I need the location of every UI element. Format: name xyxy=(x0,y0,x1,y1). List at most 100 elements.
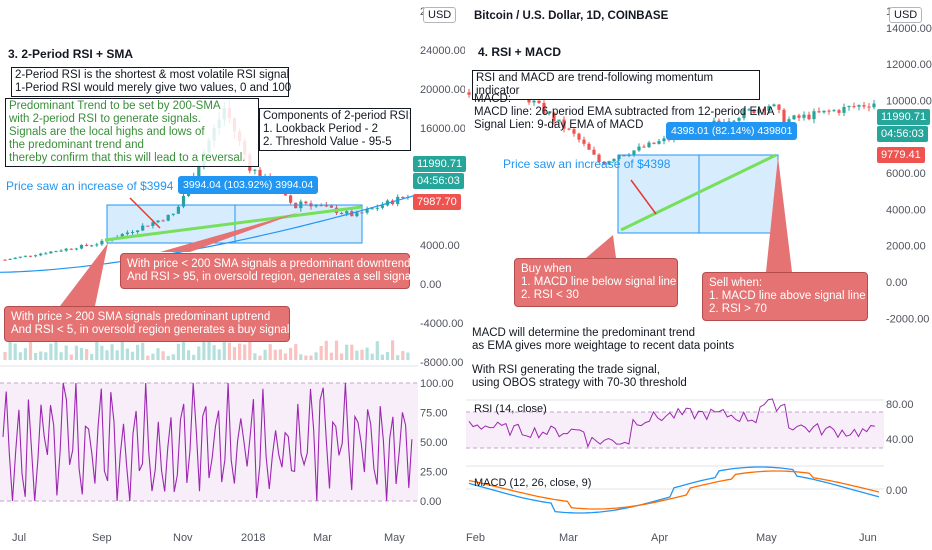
volume-bar xyxy=(355,350,359,360)
volume-bar xyxy=(222,341,226,360)
volume-bar xyxy=(375,341,379,360)
price-candle xyxy=(602,162,606,165)
price-axis-tick: 20000.00 xyxy=(420,84,465,96)
volume-bar xyxy=(391,340,395,360)
price-candle xyxy=(74,248,78,250)
price-candle xyxy=(712,120,716,123)
volume-bar xyxy=(309,355,313,360)
price-candle xyxy=(69,248,73,250)
price-axis-tick: -2000.00 xyxy=(886,313,929,325)
price-candle xyxy=(136,230,140,232)
volume-bar xyxy=(59,352,63,360)
price-candle xyxy=(822,110,826,113)
rsi-band xyxy=(466,412,884,448)
right-chart-panel: 1816000.0014000.0012000.0010000.008000.0… xyxy=(466,0,932,550)
price-candle xyxy=(90,245,94,247)
volume-bar xyxy=(380,354,384,360)
right-symbol-title: Bitcoin / U.S. Dollar, 1D, COINBASE xyxy=(474,10,669,22)
volume-bar xyxy=(243,344,247,360)
right-price-tag-last: 11990.71 xyxy=(877,109,931,125)
volume-bar xyxy=(34,352,38,360)
price-candle xyxy=(141,225,145,231)
volume-bar xyxy=(289,347,293,360)
price-candle xyxy=(737,118,741,121)
price-candle xyxy=(642,146,646,148)
volume-bar xyxy=(8,341,12,360)
volume-bar xyxy=(370,353,374,360)
volume-bar xyxy=(23,348,27,360)
price-candle xyxy=(3,259,7,261)
volume-bar xyxy=(166,355,170,360)
right-note-macd: MACD: MACD line: 26-period EMA subtracte… xyxy=(474,93,775,131)
rsi-axis-tick: 40.00 xyxy=(886,434,914,446)
price-candle xyxy=(171,213,175,215)
price-candle xyxy=(742,109,746,119)
price-candle xyxy=(161,220,165,222)
volume-bar xyxy=(3,352,7,360)
time-axis-tick: Mar xyxy=(313,532,332,544)
price-candle xyxy=(100,240,104,245)
right-price-tag-close: 9779.41 xyxy=(877,147,925,163)
price-candle xyxy=(156,220,160,223)
price-candle xyxy=(582,139,586,144)
price-candle xyxy=(597,154,601,163)
left-title: 3. 2-Period RSI + SMA xyxy=(8,47,134,61)
volume-bar xyxy=(49,343,53,360)
right-currency-button[interactable]: USD xyxy=(889,7,923,23)
price-candle xyxy=(130,231,135,233)
price-axis-tick: 4000.00 xyxy=(886,204,926,216)
volume-bar xyxy=(248,340,252,360)
right-rsi-label: RSI (14, close) xyxy=(474,403,547,415)
left-note-components: Components of 2-period RSI: 1. Lookback … xyxy=(259,108,412,151)
left-chart-panel: 224000.0020000.0016000.0012000.008000.00… xyxy=(0,0,467,550)
volume-bar xyxy=(340,353,344,360)
left-callout-buy: With price > 200 SMA signals predominant… xyxy=(4,306,290,342)
price-candle xyxy=(552,112,556,122)
price-candle xyxy=(370,208,374,210)
volume-bar xyxy=(74,345,78,360)
price-candle xyxy=(85,244,89,246)
rsi-axis-tick: 100.00 xyxy=(420,378,454,390)
price-candle xyxy=(797,115,801,118)
volume-bar xyxy=(187,350,191,360)
price-candle xyxy=(547,112,551,114)
price-candle xyxy=(176,206,180,214)
volume-bar xyxy=(130,351,135,360)
price-candle xyxy=(807,114,811,120)
price-candle xyxy=(79,244,84,249)
volume-bar xyxy=(141,342,145,360)
right-callout-buy: Buy when 1. MACD line below signal line … xyxy=(514,258,678,307)
price-candle xyxy=(867,106,871,108)
price-candle xyxy=(747,109,751,111)
volume-bar xyxy=(273,349,277,360)
volume-bar xyxy=(232,347,237,360)
volume-bar xyxy=(54,341,58,360)
volume-bar xyxy=(39,351,43,360)
macd-signal-line xyxy=(468,470,880,510)
volume-bar xyxy=(345,344,349,360)
volume-bar xyxy=(329,352,333,360)
volume-bar xyxy=(360,349,364,360)
volume-bar xyxy=(385,352,390,360)
volume-bar xyxy=(283,353,288,360)
price-candle xyxy=(772,104,776,107)
price-candle xyxy=(612,159,616,162)
left-currency-button[interactable]: USD xyxy=(423,7,457,23)
price-candle xyxy=(181,195,186,207)
price-candle xyxy=(28,255,33,257)
price-candle xyxy=(827,110,831,112)
price-candle xyxy=(401,196,405,198)
volume-bar xyxy=(299,354,303,360)
volume-bar xyxy=(115,350,119,360)
right-macd-label: MACD (12, 26, close, 9) xyxy=(474,477,592,489)
price-candle xyxy=(802,114,806,118)
volume-bar xyxy=(324,340,328,360)
time-axis-tick: Mar xyxy=(559,532,578,544)
time-axis-tick: 2018 xyxy=(241,532,265,544)
time-axis-tick: May xyxy=(756,532,777,544)
right-measure-label: 4398.01 (82.14%) 439801 xyxy=(666,122,798,140)
price-candle xyxy=(842,106,846,113)
price-candle xyxy=(34,255,38,257)
price-candle xyxy=(652,142,656,144)
price-candle xyxy=(572,129,576,134)
